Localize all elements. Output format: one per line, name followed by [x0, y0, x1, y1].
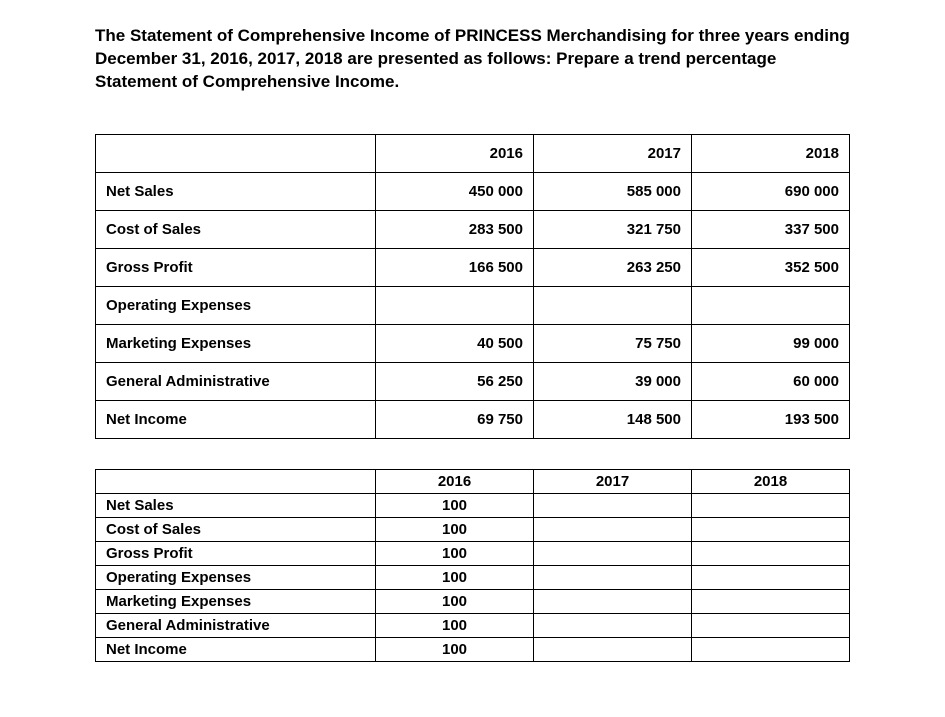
cell-value: 263 250 [534, 248, 692, 286]
row-label: Net Sales [96, 172, 376, 210]
table-row: Cost of Sales 100 [96, 517, 850, 541]
row-label: Net Income [96, 637, 376, 661]
header-year-2017: 2017 [534, 134, 692, 172]
table-row: Net Sales 100 [96, 493, 850, 517]
cell-value [534, 493, 692, 517]
row-label: General Administrative [96, 613, 376, 637]
row-label: Gross Profit [96, 248, 376, 286]
cell-value: 193 500 [692, 400, 850, 438]
cell-value: 75 750 [534, 324, 692, 362]
row-label: General Administrative [96, 362, 376, 400]
header-blank [96, 469, 376, 493]
row-label: Operating Expenses [96, 565, 376, 589]
row-label: Marketing Expenses [96, 589, 376, 613]
cell-value: 100 [376, 589, 534, 613]
cell-value: 69 750 [376, 400, 534, 438]
cell-value: 60 000 [692, 362, 850, 400]
cell-value: 450 000 [376, 172, 534, 210]
cell-value: 690 000 [692, 172, 850, 210]
cell-value: 585 000 [534, 172, 692, 210]
header-year-2016: 2016 [376, 469, 534, 493]
cell-value [534, 286, 692, 324]
row-label: Cost of Sales [96, 517, 376, 541]
cell-value [376, 286, 534, 324]
header-blank [96, 134, 376, 172]
table-row: Gross Profit 166 500 263 250 352 500 [96, 248, 850, 286]
cell-value: 166 500 [376, 248, 534, 286]
cell-value: 56 250 [376, 362, 534, 400]
cell-value: 100 [376, 637, 534, 661]
table-row: Operating Expenses [96, 286, 850, 324]
row-label: Operating Expenses [96, 286, 376, 324]
cell-value: 337 500 [692, 210, 850, 248]
table-row: General Administrative 56 250 39 000 60 … [96, 362, 850, 400]
cell-value [692, 493, 850, 517]
row-label: Gross Profit [96, 541, 376, 565]
table-row: Net Income 69 750 148 500 193 500 [96, 400, 850, 438]
cell-value: 352 500 [692, 248, 850, 286]
cell-value: 40 500 [376, 324, 534, 362]
header-year-2017: 2017 [534, 469, 692, 493]
cell-value: 100 [376, 565, 534, 589]
cell-value: 100 [376, 541, 534, 565]
trend-percentage-table: 2016 2017 2018 Net Sales 100 Cost of Sal… [95, 469, 850, 662]
page-title: The Statement of Comprehensive Income of… [95, 25, 850, 94]
table-header-row: 2016 2017 2018 [96, 134, 850, 172]
cell-value: 100 [376, 613, 534, 637]
cell-value [534, 637, 692, 661]
cell-value [534, 589, 692, 613]
cell-value: 283 500 [376, 210, 534, 248]
cell-value [692, 589, 850, 613]
income-statement-table: 2016 2017 2018 Net Sales 450 000 585 000… [95, 134, 850, 439]
cell-value: 99 000 [692, 324, 850, 362]
table-row: Net Income 100 [96, 637, 850, 661]
cell-value [692, 286, 850, 324]
cell-value [692, 565, 850, 589]
cell-value [534, 541, 692, 565]
header-year-2018: 2018 [692, 469, 850, 493]
table-row: Operating Expenses 100 [96, 565, 850, 589]
cell-value [534, 517, 692, 541]
cell-value: 39 000 [534, 362, 692, 400]
cell-value: 100 [376, 517, 534, 541]
cell-value [534, 565, 692, 589]
table-row: Marketing Expenses 40 500 75 750 99 000 [96, 324, 850, 362]
cell-value: 100 [376, 493, 534, 517]
header-year-2018: 2018 [692, 134, 850, 172]
table-row: Marketing Expenses 100 [96, 589, 850, 613]
row-label: Net Sales [96, 493, 376, 517]
row-label: Net Income [96, 400, 376, 438]
header-year-2016: 2016 [376, 134, 534, 172]
table-header-row: 2016 2017 2018 [96, 469, 850, 493]
table-row: Gross Profit 100 [96, 541, 850, 565]
cell-value [692, 613, 850, 637]
cell-value [692, 541, 850, 565]
row-label: Marketing Expenses [96, 324, 376, 362]
cell-value [692, 517, 850, 541]
cell-value [692, 637, 850, 661]
cell-value: 148 500 [534, 400, 692, 438]
row-label: Cost of Sales [96, 210, 376, 248]
cell-value: 321 750 [534, 210, 692, 248]
table-row: Cost of Sales 283 500 321 750 337 500 [96, 210, 850, 248]
table-row: General Administrative 100 [96, 613, 850, 637]
table-row: Net Sales 450 000 585 000 690 000 [96, 172, 850, 210]
cell-value [534, 613, 692, 637]
